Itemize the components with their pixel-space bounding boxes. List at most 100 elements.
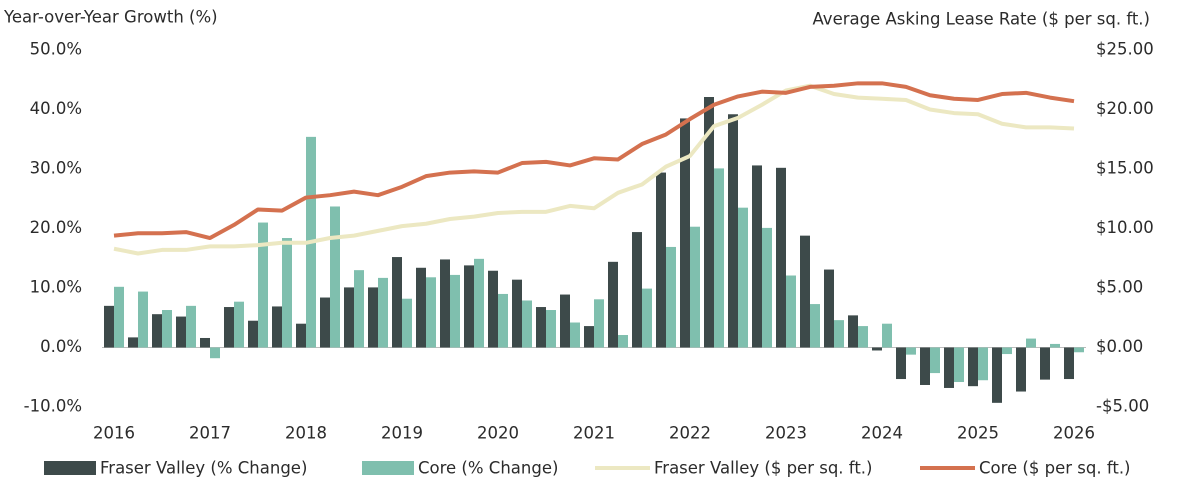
- bar: [930, 347, 940, 374]
- y-tick-label: 0.0%: [40, 337, 82, 356]
- bar: [728, 114, 738, 348]
- y-tick-label: 50.0%: [30, 40, 82, 59]
- y-axis-title: Year-over-Year Growth (%): [3, 8, 218, 27]
- bar: [848, 315, 858, 348]
- bar: [618, 335, 628, 348]
- bar: [824, 269, 834, 348]
- bar: [680, 118, 690, 348]
- bar: [714, 168, 724, 348]
- line: [113, 81, 1075, 241]
- bar: [282, 238, 292, 348]
- y-tick-label: -10.0%: [24, 397, 82, 416]
- bar: [1064, 347, 1074, 380]
- bar: [738, 207, 748, 348]
- y2-axis-title: Average Asking Lease Rate ($ per sq. ft.…: [812, 10, 1150, 29]
- bar: [920, 347, 930, 385]
- bar: [896, 347, 906, 380]
- bar: [882, 323, 892, 348]
- bar: [608, 261, 618, 348]
- legend-swatch: [362, 461, 414, 475]
- bar: [114, 286, 124, 348]
- bar: [138, 291, 148, 348]
- bar: [128, 337, 138, 348]
- bar: [1050, 343, 1060, 348]
- bar: [906, 347, 916, 355]
- line: [113, 83, 1075, 256]
- bar: [570, 322, 580, 348]
- bar: [1026, 338, 1036, 348]
- bar: [522, 300, 532, 348]
- bar: [354, 270, 364, 348]
- legend-label: Core (% Change): [418, 459, 558, 478]
- bar: [344, 287, 354, 348]
- bar: [954, 347, 964, 383]
- y2-tick-label: -$5.00: [1096, 397, 1149, 416]
- bar: [498, 293, 508, 348]
- bar: [272, 306, 282, 348]
- bar: [978, 347, 988, 381]
- bar: [248, 320, 258, 348]
- y-tick-label: 10.0%: [30, 278, 82, 297]
- bar: [546, 310, 556, 348]
- y2-tick-label: $10.00: [1096, 218, 1154, 237]
- bar: [416, 267, 426, 348]
- bar: [152, 314, 162, 348]
- bar: [200, 337, 210, 348]
- x-tick-label: 2026: [1053, 424, 1095, 443]
- bar: [368, 287, 378, 348]
- bar: [690, 226, 700, 348]
- bar: [258, 222, 268, 348]
- y2-tick-label: $5.00: [1096, 278, 1143, 297]
- bar: [992, 347, 1002, 403]
- y2-tick-label: $15.00: [1096, 159, 1154, 178]
- x-tick-label: 2021: [573, 424, 615, 443]
- bar: [186, 305, 196, 348]
- bar: [536, 307, 546, 348]
- bar: [162, 310, 172, 348]
- bar: [944, 347, 954, 388]
- bar: [402, 298, 412, 348]
- bar: [642, 288, 652, 348]
- x-tick-label: 2020: [477, 424, 519, 443]
- bar: [968, 347, 978, 387]
- bar: [776, 167, 786, 348]
- bar: [656, 172, 666, 348]
- y-tick-label: 40.0%: [30, 99, 82, 118]
- x-tick-label: 2018: [285, 424, 327, 443]
- bar: [210, 347, 220, 359]
- y2-tick-label: $20.00: [1096, 99, 1154, 118]
- legend-swatch: [44, 461, 96, 475]
- bar: [1040, 347, 1050, 380]
- bar: [762, 227, 772, 348]
- bar: [426, 277, 436, 348]
- bar: [512, 279, 522, 348]
- bar: [666, 246, 676, 348]
- x-tick-label: 2025: [957, 424, 999, 443]
- bar: [560, 294, 570, 348]
- bar: [234, 301, 244, 348]
- bar: [330, 206, 340, 348]
- bar: [450, 274, 460, 348]
- y-tick-label: 20.0%: [30, 218, 82, 237]
- bar: [1002, 347, 1012, 355]
- legend-label: Fraser Valley ($ per sq. ft.): [654, 459, 872, 478]
- bar: [1074, 347, 1084, 353]
- legend-label: Fraser Valley (% Change): [100, 459, 307, 478]
- y2-tick-label: $25.00: [1096, 40, 1154, 59]
- bar: [440, 259, 450, 348]
- x-tick-label: 2019: [381, 424, 423, 443]
- bar: [800, 235, 810, 348]
- y2-tick-label: $0.00: [1096, 337, 1143, 356]
- bar: [858, 326, 868, 348]
- bar: [474, 258, 484, 348]
- bar: [104, 305, 114, 348]
- bar: [810, 304, 820, 348]
- y-tick-label: 30.0%: [30, 159, 82, 178]
- bar: [632, 232, 642, 348]
- bar: [296, 323, 306, 348]
- x-tick-label: 2016: [93, 424, 135, 443]
- bar: [1016, 347, 1026, 392]
- x-tick-label: 2023: [765, 424, 807, 443]
- x-tick-label: 2022: [669, 424, 711, 443]
